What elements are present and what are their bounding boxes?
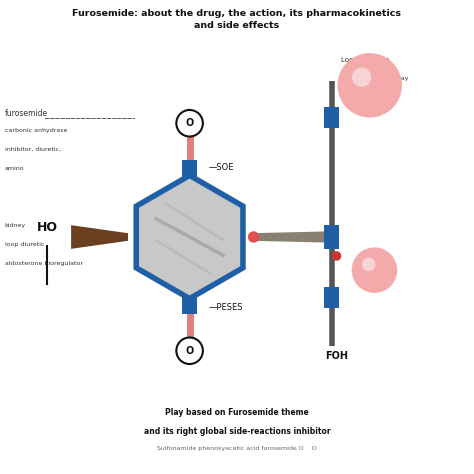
Text: O: O bbox=[185, 346, 194, 356]
Text: HO: HO bbox=[37, 221, 58, 234]
Circle shape bbox=[365, 261, 383, 279]
Text: aldosterone bioregulator: aldosterone bioregulator bbox=[5, 261, 83, 266]
Text: inhibitor, diuretic,: inhibitor, diuretic, bbox=[5, 147, 61, 152]
Text: bioregulation i: bioregulation i bbox=[341, 95, 387, 100]
Text: fuse biofilm loop play: fuse biofilm loop play bbox=[341, 76, 409, 81]
FancyBboxPatch shape bbox=[324, 107, 339, 128]
Text: carbonic anhydrase: carbonic anhydrase bbox=[5, 128, 67, 133]
Text: amino: amino bbox=[5, 166, 24, 171]
Text: kidney: kidney bbox=[5, 223, 26, 228]
Text: —PESES: —PESES bbox=[209, 303, 243, 311]
Circle shape bbox=[332, 251, 341, 261]
FancyBboxPatch shape bbox=[324, 287, 339, 308]
FancyBboxPatch shape bbox=[324, 225, 339, 249]
Circle shape bbox=[176, 337, 203, 364]
Circle shape bbox=[352, 247, 397, 293]
Polygon shape bbox=[251, 231, 332, 243]
Text: Loop of Henle: Loop of Henle bbox=[341, 57, 390, 63]
Text: Play based on Furosemide theme: Play based on Furosemide theme bbox=[165, 408, 309, 417]
Text: and its right global side-reactions inhibitor: and its right global side-reactions inhi… bbox=[144, 427, 330, 436]
Text: —SOE: —SOE bbox=[209, 164, 234, 172]
Circle shape bbox=[362, 258, 375, 271]
Text: FOH: FOH bbox=[325, 351, 348, 361]
FancyBboxPatch shape bbox=[182, 296, 197, 314]
Polygon shape bbox=[136, 175, 243, 299]
Circle shape bbox=[337, 53, 402, 118]
Polygon shape bbox=[71, 225, 128, 249]
Circle shape bbox=[248, 231, 259, 243]
Circle shape bbox=[176, 110, 203, 137]
Circle shape bbox=[358, 254, 391, 286]
Text: Furosemide: about the drug, the action, its pharmacokinetics
and side effects: Furosemide: about the drug, the action, … bbox=[73, 9, 401, 30]
Text: O: O bbox=[185, 118, 194, 128]
Text: loop diuretic: loop diuretic bbox=[5, 242, 44, 247]
Circle shape bbox=[352, 68, 371, 87]
Text: furosemide: furosemide bbox=[5, 109, 48, 118]
FancyBboxPatch shape bbox=[182, 160, 197, 178]
Circle shape bbox=[357, 73, 383, 98]
Circle shape bbox=[324, 231, 335, 243]
Text: Sulfonamide phenoxyacetic acid furosemide O    O: Sulfonamide phenoxyacetic acid furosemid… bbox=[157, 446, 317, 451]
Circle shape bbox=[346, 61, 394, 109]
